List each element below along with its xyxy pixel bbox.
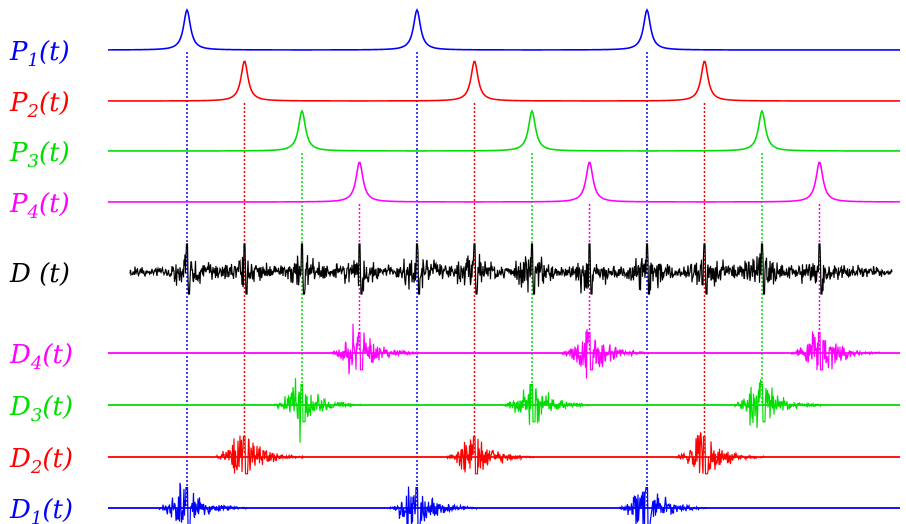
burst-d2-3 — [108, 431, 900, 475]
burst-d4-2 — [108, 329, 900, 379]
label-d3: D3(t) — [9, 392, 73, 426]
label-p4: P4(t) — [9, 189, 70, 223]
combined-signal-trace — [129, 243, 893, 295]
label-d: D (t) — [9, 259, 70, 289]
burst-d4-3 — [108, 331, 900, 371]
burst-d1-3 — [108, 487, 900, 524]
burst-d3-3 — [108, 379, 900, 428]
pulse-trace-p2 — [108, 60, 900, 102]
burst-d1-2 — [108, 486, 900, 524]
label-p1: P1(t) — [9, 37, 70, 71]
pulse-trace-p4 — [108, 161, 900, 203]
burst-d1-1 — [108, 482, 900, 524]
label-p2: P2(t) — [9, 88, 70, 122]
label-p3: P3(t) — [9, 138, 70, 172]
label-d1: D1(t) — [9, 495, 73, 524]
label-d2: D2(t) — [9, 444, 73, 478]
label-d4: D4(t) — [9, 340, 73, 374]
pulse-trace-p3 — [108, 109, 900, 152]
pulse-trace-p1 — [107, 8, 900, 51]
signal-traces — [107, 8, 900, 524]
signal-labels: P1(t) P2(t) P3(t) P4(t) D (t) D4(t) D3(t) D2(t)… — [9, 37, 73, 524]
dotted-guide-lines — [186, 52, 821, 506]
burst-d4-1 — [108, 323, 900, 375]
burst-d3-1 — [108, 377, 900, 443]
